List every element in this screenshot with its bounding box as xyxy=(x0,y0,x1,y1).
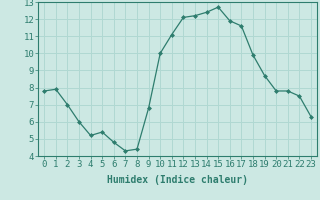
X-axis label: Humidex (Indice chaleur): Humidex (Indice chaleur) xyxy=(107,175,248,185)
